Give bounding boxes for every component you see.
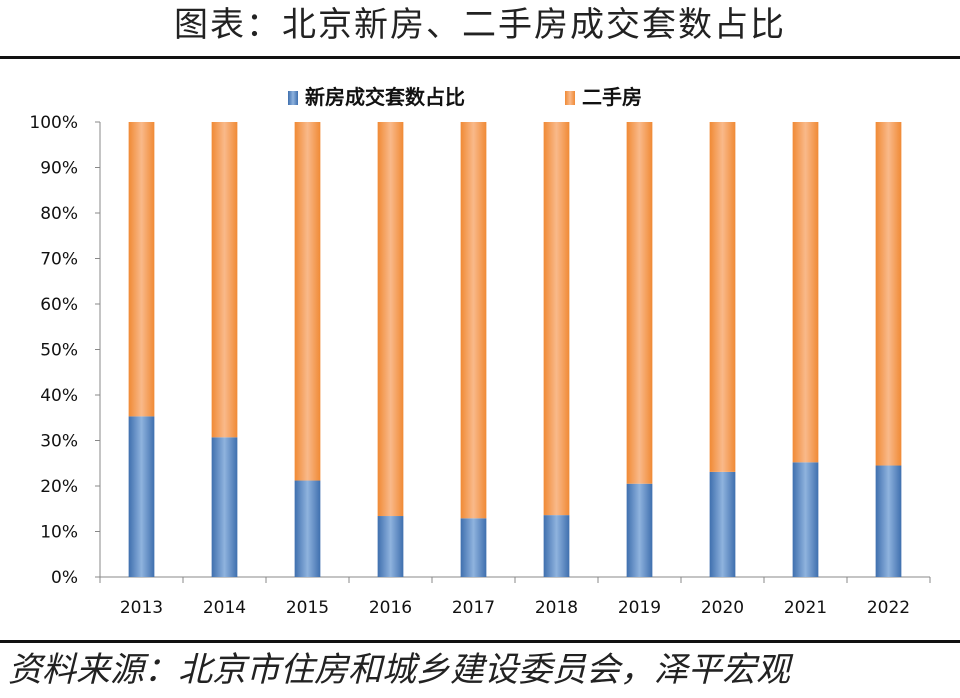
bar-second-hand xyxy=(211,122,238,438)
legend-label-second-hand: 二手房 xyxy=(582,85,642,109)
y-tick-label: 100% xyxy=(29,113,78,133)
y-tick-label: 30% xyxy=(40,432,78,452)
bar-second-hand xyxy=(460,122,487,519)
y-tick-label: 40% xyxy=(40,386,78,406)
bar-new-home xyxy=(792,462,819,577)
stacked-bar-chart: 0%10%20%30%40%50%60%70%80%90%100% 2013 20… xyxy=(29,85,931,618)
bar-second-hand xyxy=(875,122,902,466)
x-tick-label: 2019 xyxy=(618,598,661,618)
x-tick-label: 2022 xyxy=(867,598,910,618)
x-tick-label: 2015 xyxy=(286,598,329,618)
bottom-divider xyxy=(0,640,960,643)
bar-new-home xyxy=(294,480,321,577)
y-tick-label: 10% xyxy=(40,523,78,543)
y-tick-label: 60% xyxy=(40,295,78,315)
bar-second-hand xyxy=(792,122,819,463)
bar-new-home xyxy=(875,465,902,577)
x-tick-label: 2014 xyxy=(203,598,246,618)
legend-label-new-home: 新房成交套数占比 xyxy=(305,85,465,109)
x-tick-label: 2017 xyxy=(452,598,495,618)
bar-new-home xyxy=(709,471,736,577)
x-axis: 2013 2014 2015 2016 2017 2018 2019 2020 2021 2022 xyxy=(99,576,931,618)
bar-second-hand xyxy=(709,122,736,472)
bar-new-home xyxy=(211,437,238,577)
bar-second-hand xyxy=(128,122,155,417)
bar-second-hand xyxy=(543,122,570,516)
y-tick-label: 0% xyxy=(51,568,78,588)
bars xyxy=(128,122,902,577)
y-tick-label: 90% xyxy=(40,159,78,179)
bar-second-hand xyxy=(294,122,321,481)
x-tick-label: 2021 xyxy=(784,598,827,618)
bar-new-home xyxy=(377,516,404,577)
legend-swatch-new-home xyxy=(288,91,298,105)
x-tick-label: 2018 xyxy=(535,598,578,618)
chart-container: 0% 10% 20% 30% 40% 50% 60% 70% 80% 90% 100% 2013 20… xyxy=(0,62,960,637)
bar-new-home xyxy=(128,416,155,577)
legend: 新房成交套数占比 二手房 xyxy=(288,85,642,109)
x-tick-label: 2013 xyxy=(120,598,163,618)
x-tick-label: 2020 xyxy=(701,598,744,618)
top-divider xyxy=(0,56,960,59)
y-tick-label: 80% xyxy=(40,204,78,224)
y-tick-label: 70% xyxy=(40,250,78,270)
bar-second-hand xyxy=(377,122,404,517)
bar-new-home xyxy=(460,518,487,577)
y-axis: 0% 10% 20% 30% 40% 50% 60% 70% 80% 90% 100% xyxy=(29,113,101,588)
bar-new-home xyxy=(626,483,653,577)
legend-swatch-second-hand xyxy=(565,91,575,105)
bar-second-hand xyxy=(626,122,653,484)
y-tick-label: 20% xyxy=(40,477,78,497)
bar-new-home xyxy=(543,515,570,577)
x-tick-label: 2016 xyxy=(369,598,412,618)
source-note: 资料来源：北京市住房和城乡建设委员会，泽平宏观 xyxy=(8,650,790,690)
page-title: 图表：北京新房、二手房成交套数占比 xyxy=(174,5,786,45)
y-tick-label: 50% xyxy=(40,341,78,361)
